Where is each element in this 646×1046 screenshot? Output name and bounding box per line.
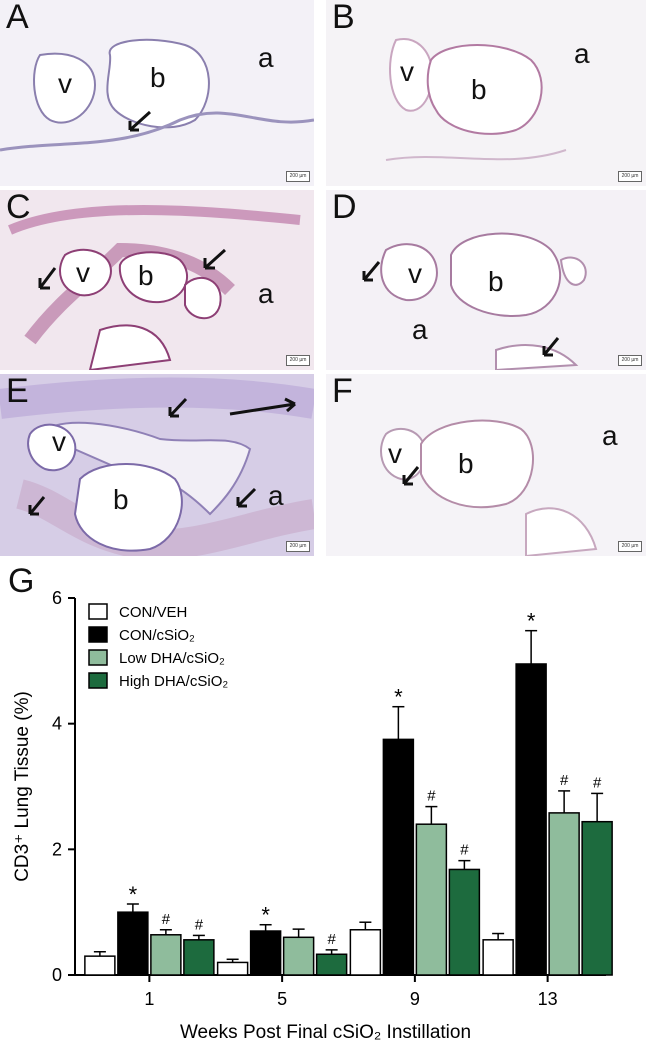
arrow-icon <box>402 466 420 486</box>
scale-bar: 200 µm <box>286 541 310 552</box>
arrow-icon <box>236 487 257 508</box>
alveoli-label: a <box>412 314 428 345</box>
bar <box>448 868 481 976</box>
significance-mark: * <box>261 903 270 928</box>
legend-swatch <box>88 626 108 643</box>
x-tick-label: 1 <box>144 989 154 1009</box>
alveoli-label: a <box>258 278 274 309</box>
panel-label: C <box>6 190 31 226</box>
bronchiole-label: b <box>471 74 487 105</box>
x-tick-label: 9 <box>410 989 420 1009</box>
legend-label: Low DHA/cSiO₂ <box>119 650 225 667</box>
x-axis-label: Weeks Post Final cSiO₂ Instillation <box>180 1022 471 1043</box>
significance-mark: # <box>195 916 204 933</box>
y-tick-label: 0 <box>52 965 62 985</box>
arrow-icon <box>362 261 381 282</box>
arrow-icon <box>229 397 296 416</box>
tissue-image-b <box>326 0 646 186</box>
bar <box>415 823 448 976</box>
y-axis-label: CD3⁺ Lung Tissue (%) <box>12 691 33 882</box>
panel-label: F <box>332 374 353 410</box>
tissue-image-c <box>0 190 314 370</box>
bar <box>315 953 348 976</box>
scale-bar: 200 µm <box>618 171 642 182</box>
bronchiole-label: b <box>488 266 504 297</box>
scale-bar: 200 µm <box>618 541 642 552</box>
legend-swatch <box>88 672 108 689</box>
vessel-label: v <box>388 438 402 469</box>
legend-label: High DHA/cSiO₂ <box>119 673 228 690</box>
vessel-label: v <box>76 257 90 288</box>
arrow-icon <box>203 248 227 270</box>
panel-b: B v b a 200 µm <box>326 0 646 186</box>
significance-mark: # <box>593 774 602 791</box>
arrow-icon <box>128 110 152 132</box>
bronchiole-label: b <box>113 484 129 515</box>
vessel-label: v <box>52 426 66 457</box>
bar <box>117 911 149 976</box>
bar <box>216 961 249 976</box>
tissue-image-a <box>0 0 314 186</box>
scale-bar: 200 µm <box>286 355 310 366</box>
y-tick-label: 2 <box>52 839 62 859</box>
y-tick-label: 6 <box>52 588 62 608</box>
significance-mark: # <box>460 842 469 859</box>
panel-e: E v b a 200 µm <box>0 374 314 556</box>
arrow-icon <box>38 267 57 290</box>
arrow-icon <box>168 397 188 418</box>
alveoli-label: a <box>602 420 618 451</box>
panel-label: B <box>332 0 355 36</box>
vessel-label: v <box>400 56 414 87</box>
arrow-icon <box>28 496 46 516</box>
bar <box>482 939 514 976</box>
significance-mark: # <box>162 911 171 928</box>
panel-label: D <box>332 190 357 226</box>
bar <box>581 820 613 976</box>
panel-label: G <box>8 562 35 600</box>
tissue-image-e <box>0 374 314 556</box>
panel-d: D v b a 200 µm <box>326 190 646 370</box>
significance-mark: # <box>327 931 336 948</box>
significance-mark: # <box>560 772 569 789</box>
bar <box>84 955 116 976</box>
panel-c: C v b a 200 µm <box>0 190 314 370</box>
alveoli-label: a <box>574 38 590 69</box>
x-tick-label: 5 <box>277 989 287 1009</box>
bronchiole-label: b <box>150 62 166 93</box>
vessel-label: v <box>58 68 72 99</box>
x-tick-label: 13 <box>538 989 558 1009</box>
panel-a: A v b a 200 µm <box>0 0 314 186</box>
y-tick-label: 4 <box>52 714 62 734</box>
legend-label: CON/cSiO₂ <box>119 627 195 644</box>
tissue-image-f <box>326 374 646 556</box>
scale-bar: 200 µm <box>618 355 642 366</box>
significance-mark: # <box>427 788 436 805</box>
bar <box>282 936 315 976</box>
panel-label: A <box>6 0 29 36</box>
bar <box>349 929 382 976</box>
panel-f: F v b a 200 µm <box>326 374 646 556</box>
scale-bar: 200 µm <box>286 171 310 182</box>
bar <box>249 930 282 976</box>
significance-mark: * <box>394 685 403 710</box>
bar <box>548 812 580 976</box>
bar <box>515 663 547 976</box>
bronchiole-label: b <box>458 448 474 479</box>
panel-label: E <box>6 374 29 410</box>
significance-mark: * <box>527 609 536 634</box>
bronchiole-label: b <box>138 260 154 291</box>
legend-swatch <box>88 603 108 620</box>
alveoli-label: a <box>258 42 274 73</box>
bar <box>150 934 182 976</box>
tissue-image-d <box>326 190 646 370</box>
legend-label: CON/VEH <box>119 604 187 621</box>
bar <box>183 939 215 976</box>
bar <box>382 738 415 976</box>
significance-mark: * <box>129 882 138 907</box>
alveoli-label: a <box>268 480 284 511</box>
arrow-icon <box>542 337 560 357</box>
bar-chart: 0 2 4 6 CD3⁺ Lung Tissue (%) Weeks Post Final… <box>12 588 613 1043</box>
vessel-label: v <box>408 258 422 289</box>
legend-swatch <box>88 649 108 666</box>
